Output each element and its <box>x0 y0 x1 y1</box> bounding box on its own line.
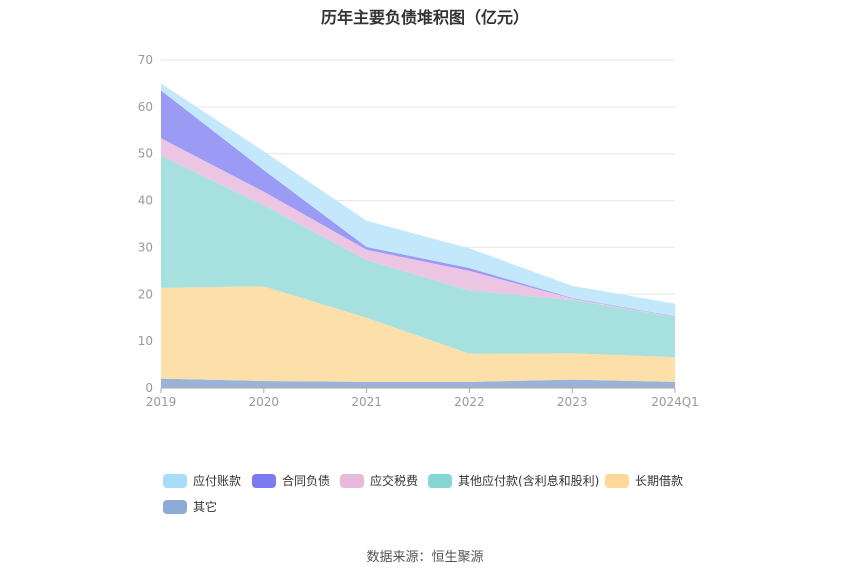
area-其他应付款(含利息和股利) <box>161 155 675 358</box>
legend-swatch <box>428 473 452 488</box>
x-tick-label: 2024Q1 <box>651 395 699 409</box>
legend-swatch <box>340 473 364 488</box>
legend-label: 其它 <box>193 500 218 514</box>
y-tick-label: 20 <box>138 287 153 301</box>
legend-item[interactable]: 其他应付款(含利息和股利) <box>428 472 599 489</box>
x-tick-label: 2023 <box>557 395 588 409</box>
area-其它 <box>161 378 675 388</box>
legend-item[interactable]: 长期借款 <box>605 472 683 489</box>
y-tick-label: 50 <box>138 147 153 161</box>
y-tick-label: 60 <box>138 100 153 114</box>
x-tick-label: 2020 <box>249 395 280 409</box>
chart-title: 历年主要负债堆积图（亿元） <box>320 8 529 27</box>
y-tick-label: 30 <box>138 240 153 254</box>
legend-label: 应付账款 <box>193 474 242 488</box>
legend-item[interactable]: 应付账款 <box>163 472 241 489</box>
x-tick-label: 2019 <box>146 395 177 409</box>
legend-label: 其他应付款(含利息和股利) <box>458 474 600 488</box>
legend-swatch <box>163 499 187 514</box>
area-series <box>161 83 675 388</box>
legend-swatch <box>252 473 276 488</box>
legend-label: 应交税费 <box>370 474 419 488</box>
y-tick-label: 70 <box>138 53 153 67</box>
source-name: 恒生聚源 <box>431 550 484 565</box>
y-tick-label: 10 <box>138 334 153 348</box>
x-tick-label: 2022 <box>454 395 485 409</box>
stacked-area-chart: 0 10 20 30 40 50 60 70 2019 2020 2021 2022 2023 2024Q… <box>138 53 699 409</box>
x-tick-label: 2021 <box>351 395 382 409</box>
legend-label: 合同负债 <box>282 474 331 488</box>
legend-item[interactable]: 应交税费 <box>340 472 418 489</box>
axes: 0 10 20 30 40 50 60 70 2019 2020 2021 2022 2023 2024Q… <box>138 53 699 409</box>
data-source: 数据来源：恒生聚源 <box>0 546 850 565</box>
legend-swatch <box>605 473 629 488</box>
y-tick-label: 40 <box>138 194 153 208</box>
legend-label: 长期借款 <box>635 474 684 488</box>
source-label: 数据来源： <box>366 550 432 565</box>
legend-swatch <box>163 473 187 488</box>
legend-item[interactable]: 合同负债 <box>252 472 330 489</box>
legend-item[interactable]: 其它 <box>163 498 217 515</box>
y-tick-label: 0 <box>145 381 153 395</box>
area-长期借款 <box>161 286 675 382</box>
